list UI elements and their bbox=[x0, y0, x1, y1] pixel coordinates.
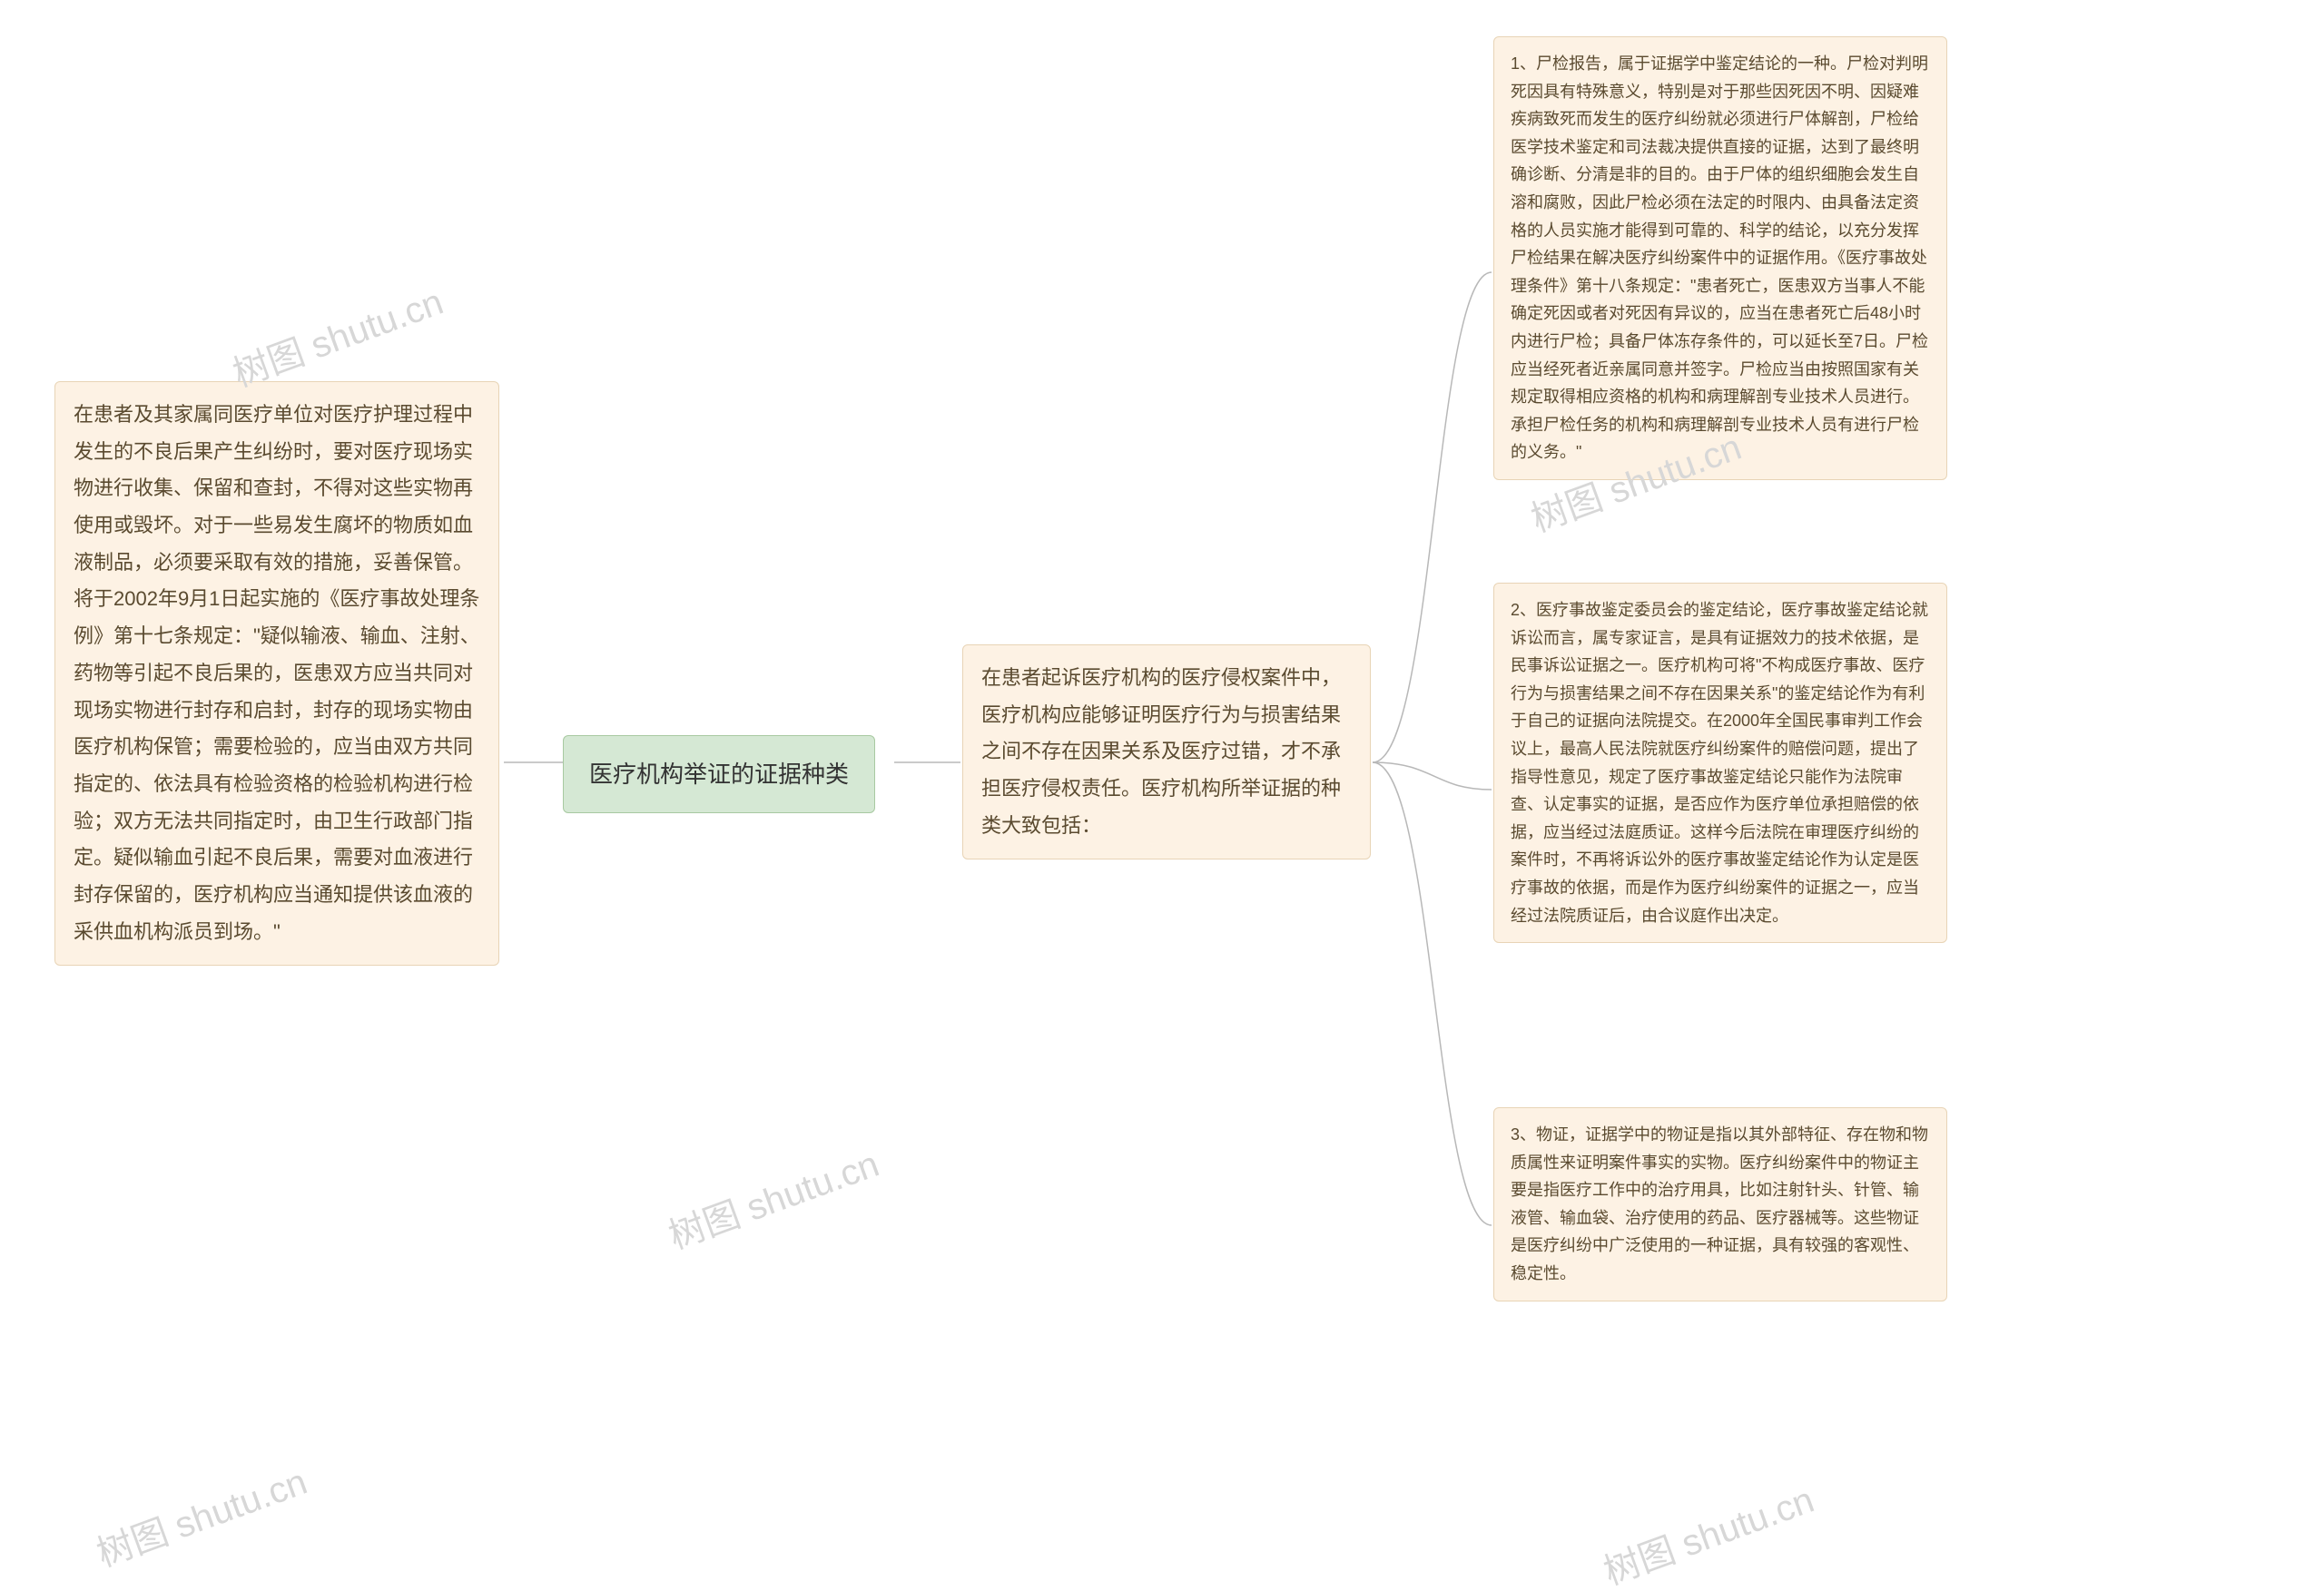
watermark: 树图 shutu.cn bbox=[660, 1134, 885, 1259]
right-intro-node: 在患者起诉医疗机构的医疗侵权案件中，医疗机构应能够证明医疗行为与损害结果之间不存… bbox=[962, 644, 1371, 859]
watermark: 树图 shutu.cn bbox=[1595, 1470, 1820, 1591]
connector-intro-d1 bbox=[1373, 272, 1492, 762]
watermark: 树图 shutu.cn bbox=[224, 272, 449, 397]
connector-intro-d2 bbox=[1373, 762, 1492, 790]
left-node: 在患者及其家属同医疗单位对医疗护理过程中发生的不良后果产生纠纷时，要对医疗现场实… bbox=[54, 381, 499, 966]
watermark: 树图 shutu.cn bbox=[88, 1452, 313, 1576]
detail-node-1: 1、尸检报告，属于证据学中鉴定结论的一种。尸检对判明死因具有特殊意义，特别是对于… bbox=[1493, 36, 1947, 480]
connector-intro-d3 bbox=[1373, 762, 1492, 1225]
center-node: 医疗机构举证的证据种类 bbox=[563, 735, 875, 813]
detail-node-2: 2、医疗事故鉴定委员会的鉴定结论，医疗事故鉴定结论就诉讼而言，属专家证言，是具有… bbox=[1493, 583, 1947, 943]
detail-node-3: 3、物证，证据学中的物证是指以其外部特征、存在物和物质属性来证明案件事实的实物。… bbox=[1493, 1107, 1947, 1301]
